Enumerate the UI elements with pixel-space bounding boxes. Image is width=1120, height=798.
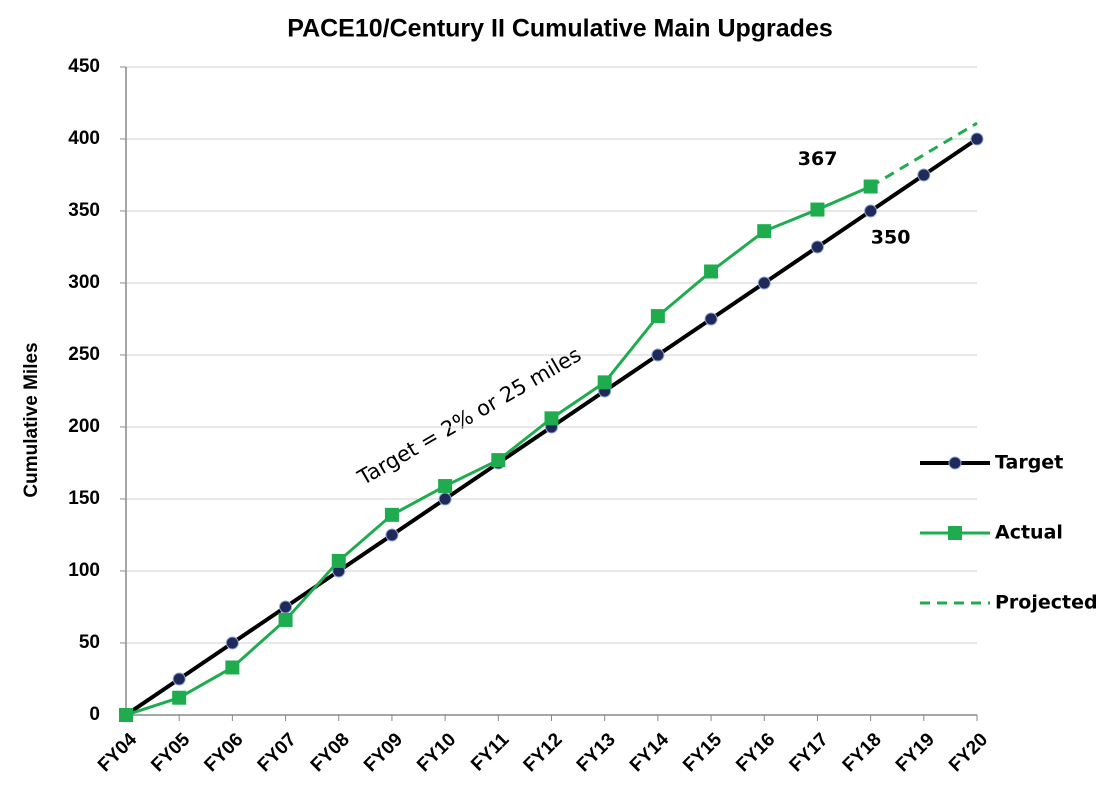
marker	[119, 708, 133, 722]
marker	[384, 507, 399, 522]
marker	[438, 492, 452, 506]
x-tick-label: FY10	[413, 729, 460, 776]
marker	[225, 660, 240, 675]
x-tick-label: FY04	[94, 729, 141, 776]
y-tick-label: 0	[89, 704, 100, 725]
marker	[278, 612, 293, 627]
legend-label: Projected	[995, 592, 1098, 614]
marker	[225, 636, 239, 650]
series-line	[125, 185, 872, 717]
marker	[597, 375, 612, 390]
chart-title: PACE10/Century II Cumulative Main Upgrad…	[287, 15, 833, 43]
marker	[544, 411, 559, 426]
x-tick-label: FY08	[307, 729, 354, 776]
marker	[438, 479, 453, 494]
marker	[172, 690, 187, 705]
x-tick-label: FY16	[732, 729, 779, 776]
data-label: 367	[798, 148, 838, 170]
data-label: 350	[871, 227, 911, 249]
marker	[864, 204, 878, 218]
y-axis-label: Cumulative Miles	[21, 342, 42, 497]
marker	[651, 348, 665, 362]
x-tick-label: FY06	[200, 729, 247, 776]
marker	[491, 453, 506, 468]
legend-label: Actual	[995, 522, 1063, 544]
y-tick-label: 400	[68, 128, 100, 149]
marker	[970, 132, 984, 146]
x-tick-label: FY12	[520, 729, 567, 776]
x-tick-label: FY18	[839, 729, 886, 776]
x-tick-label: FY14	[626, 729, 673, 776]
legend-marker	[948, 526, 962, 540]
marker	[279, 600, 293, 614]
y-tick-label: 100	[68, 560, 100, 581]
x-tick-label: FY13	[573, 729, 620, 776]
x-tick-label: FY20	[945, 729, 992, 776]
x-tick-label: FY17	[786, 729, 833, 776]
y-tick-label: 50	[79, 632, 100, 653]
marker	[757, 276, 771, 290]
x-tick-label: FY15	[679, 729, 726, 776]
marker	[917, 168, 931, 182]
legend-marker	[948, 456, 962, 470]
y-tick-label: 300	[68, 272, 100, 293]
marker	[172, 672, 186, 686]
y-tick-label: 450	[68, 56, 100, 77]
marker	[704, 264, 719, 279]
x-tick-label: FY09	[360, 729, 407, 776]
marker	[704, 312, 718, 326]
marker	[385, 528, 399, 542]
marker	[810, 202, 825, 217]
x-tick-label: FY07	[254, 729, 301, 776]
x-tick-label: FY19	[892, 729, 939, 776]
marker	[331, 553, 346, 568]
y-tick-label: 200	[68, 416, 100, 437]
series-line	[869, 121, 978, 188]
marker	[810, 240, 824, 254]
y-tick-label: 150	[68, 488, 100, 509]
legend-label: Target	[995, 452, 1063, 474]
marker	[757, 224, 772, 239]
y-tick-label: 350	[68, 200, 100, 221]
y-tick-label: 250	[68, 344, 100, 365]
marker	[650, 309, 665, 324]
x-tick-label: FY05	[147, 729, 194, 776]
x-tick-label: FY11	[467, 729, 514, 776]
